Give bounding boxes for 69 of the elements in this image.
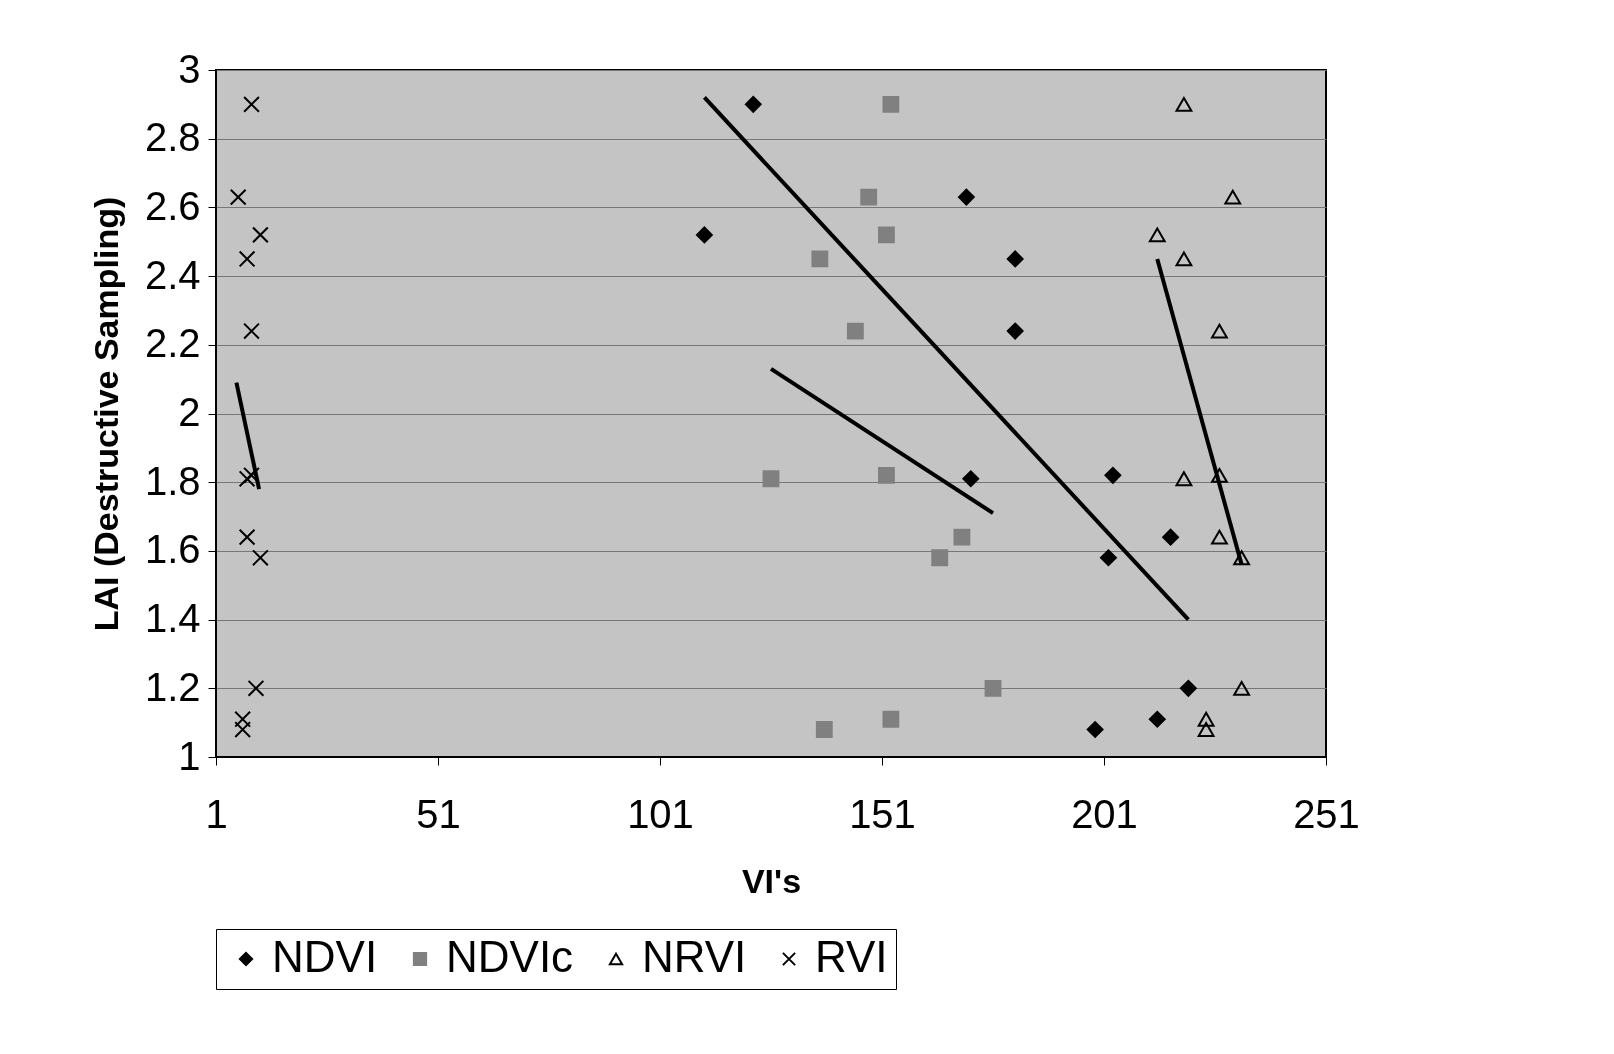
point bbox=[1148, 710, 1166, 728]
point bbox=[1211, 323, 1228, 339]
point bbox=[882, 95, 900, 113]
x-axis-title: VI's bbox=[741, 861, 802, 900]
point bbox=[1211, 467, 1228, 483]
point bbox=[238, 528, 256, 546]
y-tick-label: 1.6 bbox=[144, 527, 201, 572]
point bbox=[878, 226, 895, 244]
point bbox=[1233, 680, 1251, 696]
point bbox=[1006, 250, 1024, 268]
point bbox=[878, 466, 895, 484]
point bbox=[811, 250, 829, 268]
y-tick-label: 2.8 bbox=[144, 115, 201, 160]
y-tick-label: 1.8 bbox=[144, 458, 201, 503]
y-axis-title: LAI (Destructive Sampling) bbox=[86, 196, 125, 632]
point bbox=[860, 188, 878, 206]
point bbox=[1197, 722, 1215, 737]
point bbox=[744, 95, 762, 113]
y-tick-label: 2.6 bbox=[144, 183, 201, 228]
point bbox=[243, 322, 260, 340]
point bbox=[238, 470, 256, 488]
y-tick-label: 1 bbox=[178, 733, 201, 778]
legend-label: RVI bbox=[815, 932, 888, 981]
point bbox=[1086, 721, 1104, 738]
legend-label: NRVI bbox=[642, 932, 747, 981]
point bbox=[815, 721, 833, 738]
point bbox=[846, 322, 864, 340]
point bbox=[1006, 322, 1024, 340]
legend-label: NDVI bbox=[272, 932, 378, 981]
y-tick-label: 1.4 bbox=[144, 596, 201, 641]
point bbox=[1211, 529, 1228, 545]
point bbox=[251, 226, 269, 244]
point bbox=[1104, 466, 1122, 484]
point bbox=[1100, 549, 1117, 567]
point bbox=[957, 188, 975, 206]
x-tick-label: 101 bbox=[627, 791, 694, 836]
point bbox=[1148, 227, 1166, 243]
point bbox=[953, 528, 971, 546]
point bbox=[1175, 471, 1193, 487]
y-tick-label: 2.4 bbox=[144, 252, 201, 297]
x-tick-label: 251 bbox=[1293, 791, 1360, 836]
point bbox=[1162, 528, 1180, 546]
y-tick-label: 2.2 bbox=[144, 321, 201, 366]
point bbox=[695, 226, 713, 244]
point bbox=[882, 710, 900, 728]
point bbox=[1179, 679, 1197, 697]
legend-label: NDVIc bbox=[446, 932, 574, 981]
y-tick-label: 3 bbox=[178, 46, 201, 91]
point bbox=[962, 470, 980, 488]
point bbox=[1175, 251, 1193, 267]
point bbox=[251, 549, 269, 567]
point bbox=[238, 250, 256, 268]
point bbox=[762, 470, 780, 488]
point bbox=[234, 710, 252, 728]
point bbox=[1197, 711, 1215, 727]
point bbox=[1233, 550, 1251, 566]
y-tick-label: 2 bbox=[178, 390, 201, 434]
point bbox=[243, 95, 260, 113]
point bbox=[234, 721, 252, 738]
point bbox=[1175, 96, 1193, 112]
x-tick-label: 51 bbox=[416, 791, 461, 836]
x-tick-label: 151 bbox=[849, 791, 916, 836]
point bbox=[984, 679, 1002, 697]
point bbox=[931, 549, 949, 567]
point bbox=[229, 188, 247, 206]
y-tick-label: 1.2 bbox=[144, 664, 201, 709]
point bbox=[247, 679, 265, 697]
x-tick-label: 201 bbox=[1071, 791, 1138, 836]
point bbox=[1224, 189, 1242, 205]
